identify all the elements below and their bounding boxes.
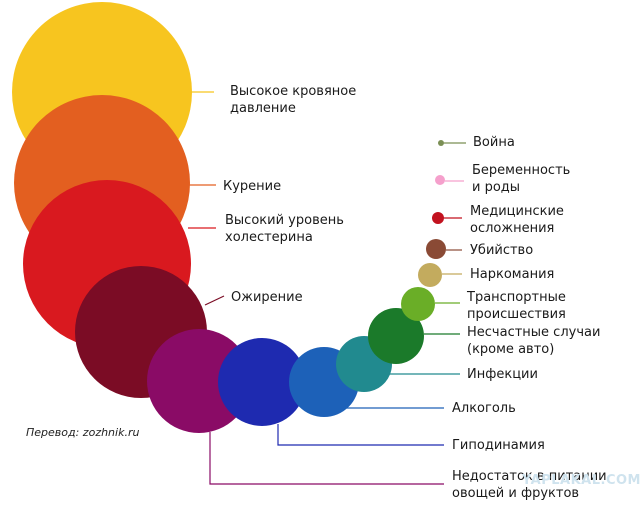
label-line: Алкоголь (452, 401, 516, 416)
bubble-pregnancy (435, 175, 445, 185)
label-line: Транспортные (466, 290, 566, 305)
label-medical-complications: Медицинские осложнения (470, 204, 564, 236)
label-line: осложнения (470, 221, 554, 236)
label-line: Наркомания (470, 267, 554, 282)
label-line: Война (473, 135, 515, 150)
label-line: происшествия (467, 307, 566, 322)
connector-physical-inactivity (277, 424, 444, 446)
label-smoking: Курение (223, 179, 281, 194)
label-infections: Инфекции (467, 367, 538, 382)
label-line: Высокий уровень (225, 213, 344, 228)
bubble-accidents (368, 308, 424, 364)
label-line: Убийство (470, 243, 533, 258)
label-line: давление (230, 101, 296, 116)
watermark: YAPLAKAL.COM (521, 473, 640, 488)
label-line: Несчастные случаи (467, 325, 600, 340)
label-war: Война (473, 135, 515, 150)
label-line: Беременность (472, 163, 570, 178)
label-obesity: Ожирение (231, 290, 303, 305)
connector-obesity (204, 295, 225, 306)
label-line: и роды (472, 180, 520, 195)
label-line: Инфекции (467, 367, 538, 382)
bubble-physical-inactivity (218, 338, 306, 426)
translation-credit: Перевод: zozhnik.ru (26, 426, 139, 439)
label-line: Недостаток в питании (452, 469, 607, 484)
bubble-poor-diet (147, 329, 251, 433)
bubble-drugs (418, 263, 442, 287)
label-line: Курение (223, 179, 281, 194)
bubble-traffic-accidents (401, 287, 435, 321)
label-high-cholesterol: Высокий уровень холестерина (225, 213, 344, 245)
risk-labels: Высокое кровяное давление Курение Высокий у… (223, 84, 607, 501)
label-traffic-accidents: Транспортные происшествия (466, 290, 566, 322)
label-murder: Убийство (470, 243, 533, 258)
connector-lines (188, 91, 466, 485)
bubble-murder (426, 239, 446, 259)
label-poor-diet: Недостаток в питании овощей и фруктов (452, 469, 607, 501)
label-high-blood-pressure: Высокое кровяное давление (230, 84, 356, 116)
label-line: Гиподинамия (452, 438, 545, 453)
label-line: Ожирение (231, 290, 303, 305)
label-pregnancy: Беременность и роды (472, 163, 570, 195)
label-line: Медицинские (470, 204, 564, 219)
label-accidents: Несчастные случаи (кроме авто) (467, 325, 600, 357)
bubble-war (438, 140, 444, 146)
label-line: (кроме авто) (467, 342, 554, 357)
risk-bubbles (12, 2, 446, 433)
connector-poor-diet (209, 432, 444, 485)
label-drugs: Наркомания (470, 267, 554, 282)
label-line: холестерина (225, 230, 313, 245)
bubble-medical-complications (432, 212, 444, 224)
label-line: Высокое кровяное (230, 84, 356, 99)
label-line: овощей и фруктов (452, 486, 579, 501)
label-physical-inactivity: Гиподинамия (452, 438, 545, 453)
label-alcohol: Алкоголь (452, 401, 516, 416)
